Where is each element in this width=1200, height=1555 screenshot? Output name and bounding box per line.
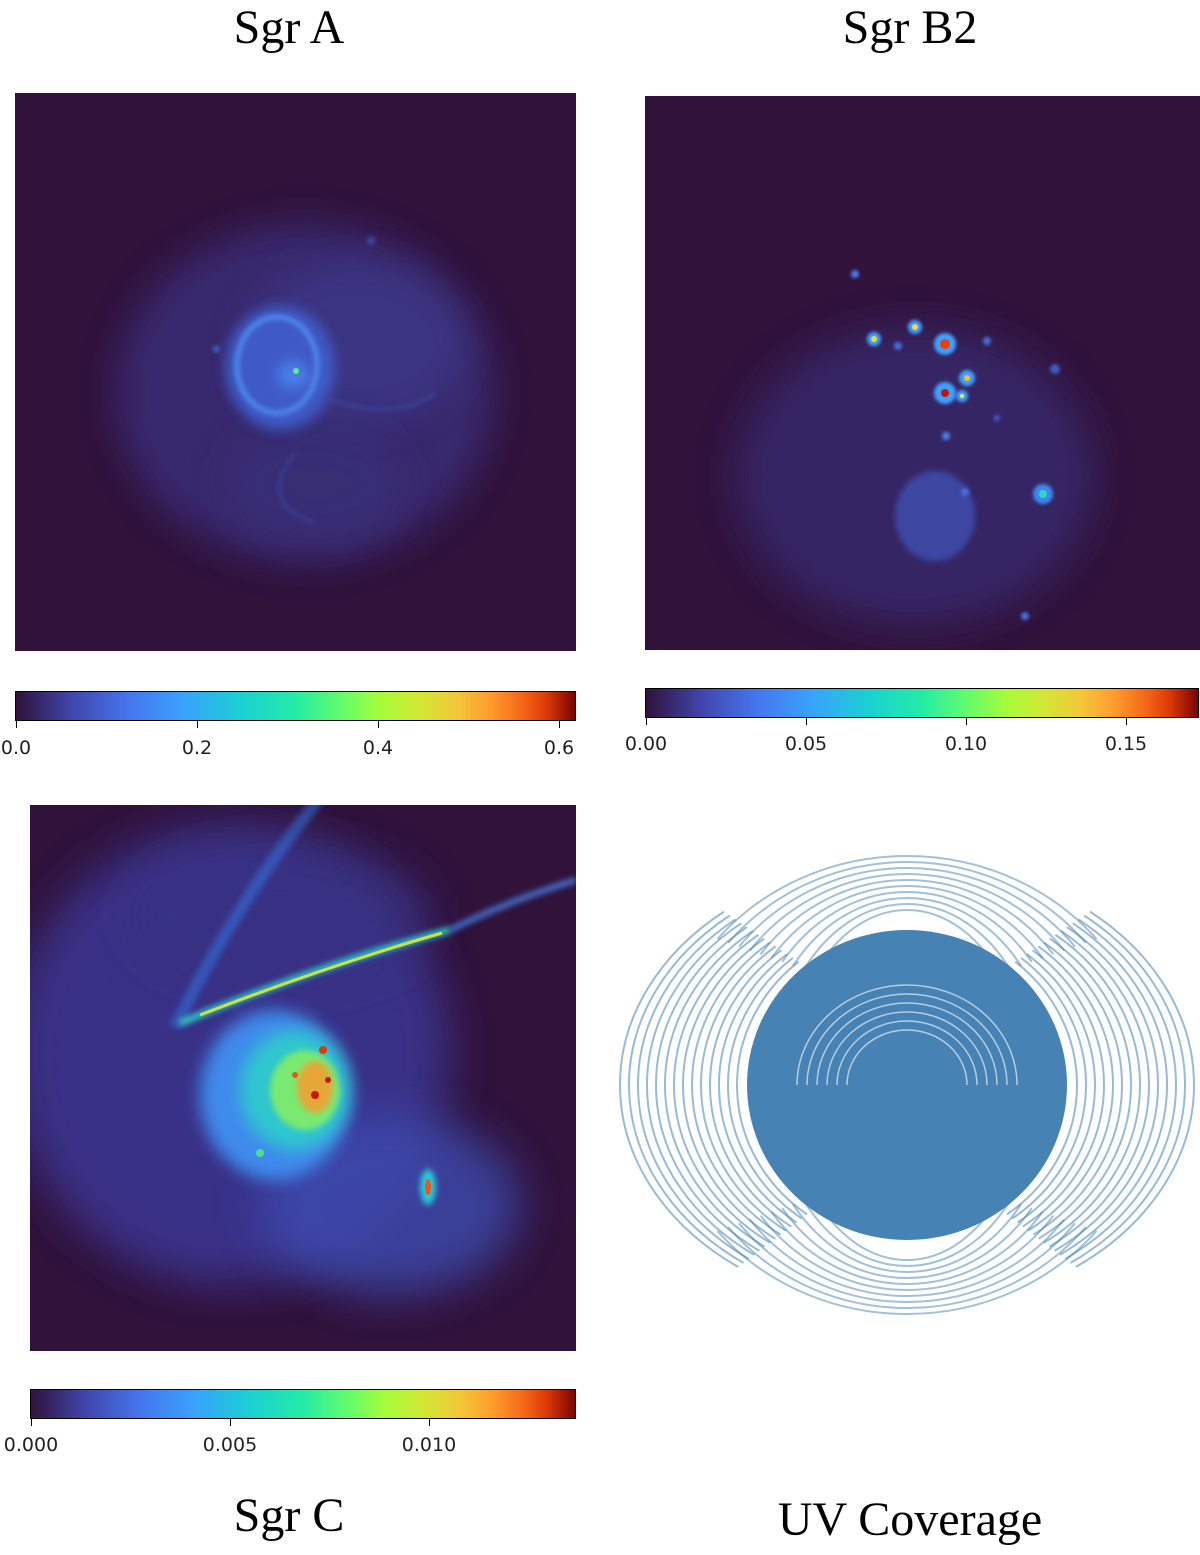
uv-track — [637, 918, 750, 1260]
uv-track — [792, 1203, 1022, 1273]
uv-track — [749, 873, 1065, 952]
uv-track — [682, 937, 776, 1240]
uv-track — [628, 914, 745, 1264]
sgr-b2-tick — [966, 718, 967, 725]
sgr-b2-tick-label: 0.05 — [784, 733, 828, 755]
sgr-c-image — [30, 805, 576, 1351]
uv-gap — [816, 1002, 998, 1086]
uv-track — [700, 945, 787, 1232]
sgr-c-tick-label: 0.005 — [202, 1434, 258, 1456]
uv-track — [1022, 949, 1105, 1228]
uv-track — [727, 1226, 1087, 1309]
uv-gap — [836, 1020, 978, 1086]
sgr-a-tick-label: 0.0 — [0, 737, 32, 759]
uv-track — [1043, 933, 1141, 1244]
uv-track — [718, 953, 798, 1224]
sgr-a-colorbar — [15, 691, 576, 721]
uv-gap — [826, 1011, 988, 1086]
uv-track — [646, 922, 755, 1256]
sgr-a-tick-label: 0.6 — [543, 737, 575, 759]
uv-track — [1011, 957, 1087, 1220]
uv-track — [738, 1222, 1076, 1303]
uv-track — [673, 933, 771, 1244]
uv-track — [1064, 918, 1177, 1260]
uv-track — [802, 1199, 1012, 1267]
uv-dense-core — [747, 930, 1067, 1240]
uv-track — [1054, 926, 1159, 1252]
uv-track — [1048, 930, 1150, 1248]
uv-track — [781, 1207, 1033, 1279]
sgr-b2-tick-label: 0.00 — [624, 733, 668, 755]
uv-track — [619, 910, 739, 1268]
sgr-b2-tick-label: 0.15 — [1104, 733, 1148, 755]
uv-track — [792, 897, 1022, 967]
sgr-a-title: Sgr A — [233, 1, 345, 54]
uv-track — [813, 1196, 1001, 1261]
uv-track — [727, 957, 803, 1220]
uv-gap — [846, 1029, 968, 1086]
uv-track — [727, 861, 1087, 944]
sgr-c-title: Sgr C — [233, 1489, 345, 1542]
uv-coverage-plot — [615, 840, 1200, 1330]
sgr-b2-tick — [1126, 718, 1127, 725]
uv-track — [802, 903, 1012, 971]
uv-track — [749, 1218, 1065, 1297]
uv-track — [709, 949, 792, 1228]
uv-track — [655, 926, 760, 1252]
uv-track — [716, 1230, 1098, 1315]
sgr-b2-colorbar — [645, 688, 1199, 718]
sgr-a-tick — [197, 721, 198, 728]
sgr-a-tick-label: 0.4 — [362, 737, 394, 759]
uv-track — [691, 941, 782, 1236]
sgr-c-tick-label: 0.000 — [3, 1434, 59, 1456]
uv-track — [813, 909, 1001, 974]
sgr-c-tick-label: 0.010 — [401, 1434, 457, 1456]
uv-gap — [796, 984, 1018, 1086]
uv-track — [1006, 960, 1078, 1216]
uv-gap — [806, 993, 1008, 1086]
uv-track — [770, 1211, 1044, 1285]
uv-coverage-title: UV Coverage — [777, 1493, 1043, 1546]
uv-track — [759, 1215, 1055, 1291]
uv-track — [1059, 922, 1168, 1256]
uv-track — [1069, 914, 1186, 1264]
sgr-c-tick — [429, 1419, 430, 1426]
uv-track — [1032, 941, 1123, 1236]
uv-track — [770, 885, 1044, 959]
sgr-b2-image — [645, 96, 1200, 650]
uv-track — [664, 930, 766, 1248]
sgr-c-tick — [230, 1419, 231, 1426]
sgr-a-tick — [378, 721, 379, 728]
sgr-b2-title: Sgr B2 — [842, 1, 978, 54]
sgr-c-colorbar — [30, 1389, 576, 1419]
uv-track — [759, 879, 1055, 955]
uv-track — [1027, 945, 1114, 1232]
uv-track — [1016, 953, 1096, 1224]
sgr-c-tick — [31, 1419, 32, 1426]
uv-track — [716, 855, 1098, 940]
uv-track — [738, 867, 1076, 948]
sgr-a-tick — [16, 721, 17, 728]
uv-track — [781, 891, 1033, 963]
sgr-a-tick — [559, 721, 560, 728]
uv-track — [1075, 910, 1195, 1268]
sgr-b2-tick — [646, 718, 647, 725]
sgr-b2-tick — [806, 718, 807, 725]
sgr-a-image — [15, 93, 576, 651]
sgr-b2-tick-label: 0.10 — [944, 733, 988, 755]
uv-track — [736, 960, 808, 1216]
sgr-a-tick-label: 0.2 — [181, 737, 213, 759]
uv-track — [1038, 937, 1132, 1240]
